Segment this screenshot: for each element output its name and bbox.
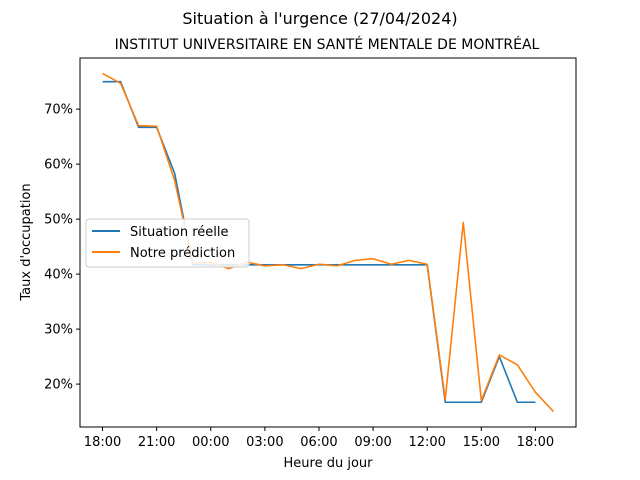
x-tick-label: 18:00	[84, 435, 121, 450]
y-tick-label: 20%	[44, 378, 73, 393]
series-line-1	[102, 72, 555, 413]
legend-label-notre-prediction: Notre prédiction	[130, 246, 235, 261]
y-tick-label: 60%	[44, 158, 73, 173]
x-tick-label: 09:00	[354, 435, 391, 450]
y-tick-label: 30%	[44, 323, 73, 338]
x-tick-label: 21:00	[138, 435, 175, 450]
legend: Situation réelle Notre prédiction	[85, 218, 250, 268]
chart-subtitle: INSTITUT UNIVERSITAIRE EN SANTÉ MENTALE …	[115, 36, 540, 53]
x-tick-label: 03:00	[246, 435, 283, 450]
y-tick-label: 50%	[44, 213, 73, 228]
x-axis-label: Heure du jour	[284, 456, 374, 471]
y-tick-label: 70%	[44, 103, 73, 118]
x-tick-label: 06:00	[300, 435, 337, 450]
plot-frame	[79, 57, 577, 428]
y-tick-label: 40%	[44, 268, 73, 283]
chart-title: Situation à l'urgence (27/04/2024)	[182, 9, 457, 28]
x-tick-label: 00:00	[192, 435, 229, 450]
plot-area	[102, 72, 555, 413]
x-axis: 18:00 21:00 00:00 03:00 06:00 09:00 12:00 15:00…	[84, 427, 554, 450]
x-tick-label: 15:00	[463, 435, 500, 450]
x-tick-label: 12:00	[408, 435, 445, 450]
y-axis-label: Taux d'occupation	[19, 183, 34, 301]
y-axis: 20% 30% 40% 50% 60% 70%	[44, 103, 80, 393]
legend-box	[85, 218, 250, 268]
x-tick-label: 18:00	[517, 435, 554, 450]
legend-label-situation-reelle: Situation réelle	[130, 225, 228, 240]
